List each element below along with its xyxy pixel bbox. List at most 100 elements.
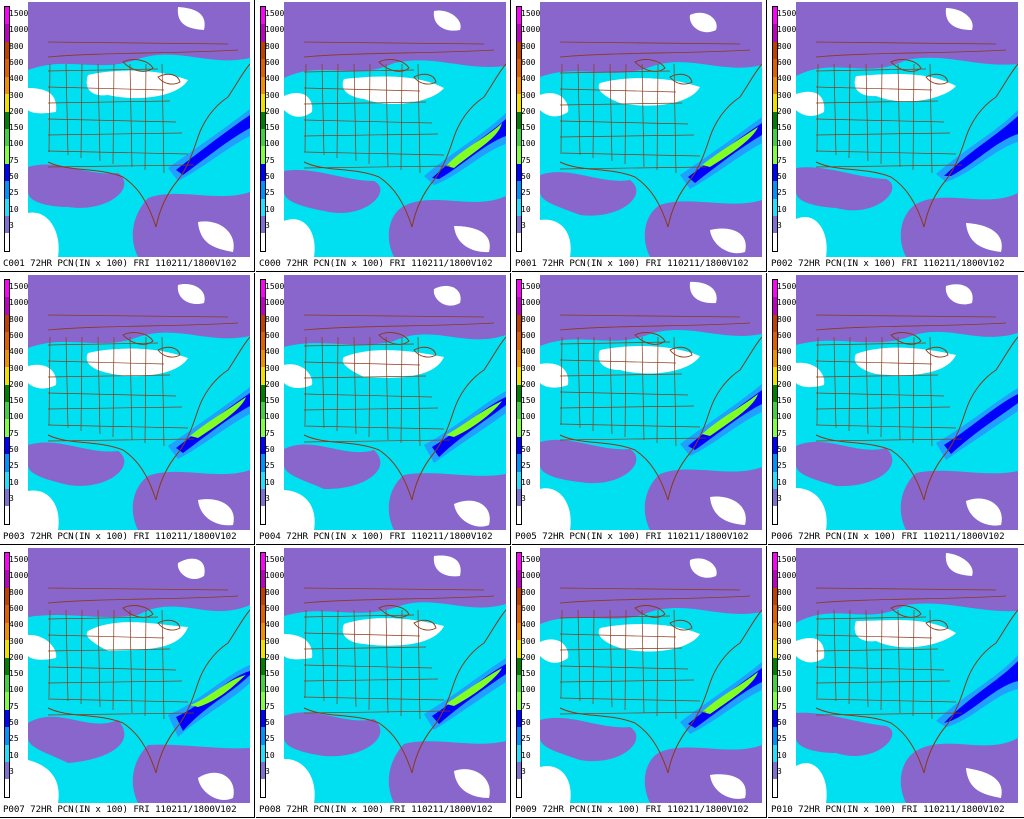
legend-tick-label: 10	[777, 750, 787, 760]
dry-region-canada	[689, 558, 717, 578]
legend-tick-label: 75	[9, 428, 19, 438]
dry-region-caribbean	[454, 500, 490, 527]
state-border	[815, 406, 951, 410]
legend-swatch	[773, 94, 777, 112]
legend-tick-label: 50	[265, 172, 275, 181]
state-border	[304, 63, 307, 153]
state-border	[880, 609, 883, 711]
state-border	[304, 336, 307, 426]
legend-tick-label: 1500	[265, 9, 285, 18]
dry-region-southwest	[284, 758, 315, 803]
legend-tick-label: 1000	[265, 298, 285, 308]
legend-tick-label: 1500	[777, 282, 797, 291]
state-border	[47, 360, 165, 365]
legend-swatch	[261, 506, 265, 524]
state-border	[112, 63, 115, 165]
legend-tick-label: 200	[9, 106, 24, 116]
legend-tick-label: 200	[521, 379, 536, 389]
legend-swatch	[517, 744, 521, 763]
state-border	[577, 609, 581, 702]
state-border	[865, 609, 869, 708]
legend-tick-label: 400	[265, 347, 280, 357]
legend-tick-label: 200	[265, 106, 280, 116]
map-canvas	[28, 2, 250, 257]
state-border	[833, 63, 837, 156]
state-border	[47, 438, 195, 442]
legend-tick-label: 25	[777, 188, 787, 198]
state-border	[161, 336, 165, 447]
legend-swatch	[261, 436, 265, 455]
legend-swatch	[773, 471, 777, 490]
state-border	[303, 361, 421, 366]
map-canvas	[28, 548, 250, 803]
legend-tick-label: 3	[9, 220, 14, 230]
legend-tick-label: 150	[265, 123, 280, 133]
legend-swatch	[5, 570, 9, 588]
state-border	[47, 392, 177, 397]
legend-swatch	[261, 674, 265, 693]
coastline	[47, 336, 250, 501]
state-border	[848, 63, 851, 159]
state-border	[609, 609, 613, 708]
legend-swatch	[517, 587, 521, 606]
state-border	[321, 609, 325, 702]
legend-swatch	[773, 349, 777, 368]
light-precip-north	[540, 2, 762, 77]
legend-swatch	[517, 384, 521, 402]
legend-tick-label: 300	[9, 363, 24, 373]
legend-tick-label: 10	[265, 750, 275, 760]
canada-border	[559, 587, 751, 604]
legend-swatch	[5, 314, 9, 333]
legend-tick-label: 50	[521, 445, 531, 454]
legend-tick-label: 10	[521, 204, 531, 214]
state-border	[673, 609, 677, 720]
legend-tick-label: 1500	[777, 555, 797, 564]
legend-swatch	[261, 94, 265, 112]
legend-swatch	[5, 280, 9, 298]
legend-tick-label: 50	[521, 172, 531, 181]
dry-region-caribbean	[198, 221, 234, 252]
legend-swatch	[517, 640, 521, 658]
very-heavy-precip-band	[176, 115, 250, 175]
dry-region-caribbean	[966, 498, 1002, 526]
legend-tick-label: 400	[521, 620, 536, 630]
light-precip-south	[284, 169, 381, 214]
forecast-panel: 1500 1000 800 600 400 300 200 150 100 75 50 25 10 3 P0…	[512, 273, 767, 545]
legend-swatch	[261, 744, 265, 763]
legend-swatch	[261, 471, 265, 490]
state-border	[880, 336, 883, 438]
legend-tick-label: 400	[265, 74, 280, 84]
state-border	[400, 63, 403, 171]
state-border	[303, 407, 439, 411]
light-precip-north	[28, 548, 250, 617]
legend-swatch	[5, 622, 9, 641]
legend-tick-label: 3	[9, 493, 14, 503]
panel-caption: P009 72HR PCN(IN x 100) FRI 110211/1800V…	[515, 804, 749, 815]
legend-tick-label: 75	[265, 155, 275, 165]
state-border	[577, 336, 581, 429]
legend-tick-label: 10	[777, 204, 787, 214]
legend-swatch	[261, 727, 265, 745]
legend-swatch	[517, 181, 521, 199]
great-lakes	[378, 605, 437, 631]
state-border	[624, 63, 627, 165]
state-border	[912, 336, 915, 444]
state-border	[560, 609, 563, 699]
legend-swatch	[5, 349, 9, 368]
legend-swatch	[773, 128, 777, 147]
legend-swatch	[261, 233, 265, 251]
legend-tick-label: 50	[9, 445, 19, 454]
great-lakes	[122, 332, 181, 358]
legend-tick-label: 100	[521, 412, 536, 422]
state-border	[353, 609, 357, 708]
legend-swatch	[517, 128, 521, 147]
legend-swatch	[517, 727, 521, 745]
legend-swatch	[517, 111, 521, 129]
legend-tick-label: 300	[777, 90, 792, 100]
legend-swatch	[261, 709, 265, 728]
legend-tick-label: 150	[265, 669, 280, 679]
legend-tick-label: 200	[265, 379, 280, 389]
state-border	[815, 100, 939, 104]
legend-swatch	[261, 297, 265, 315]
heavy-precip-band	[936, 110, 1018, 182]
